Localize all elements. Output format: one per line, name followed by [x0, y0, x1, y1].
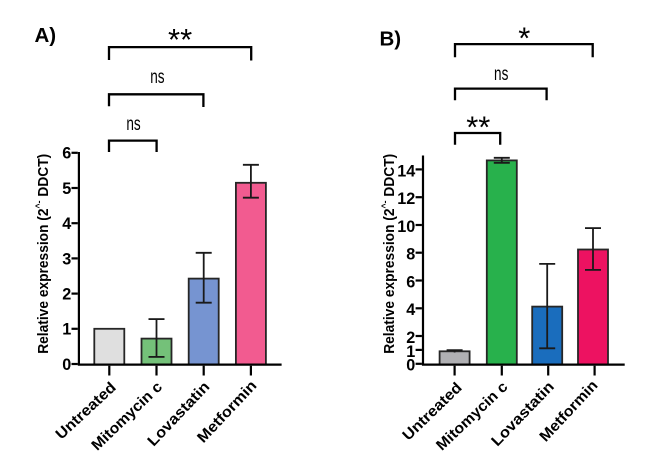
- svg-text:*: *: [518, 20, 530, 55]
- svg-text:**: **: [168, 22, 192, 57]
- svg-text:6: 6: [62, 145, 71, 163]
- svg-text:6: 6: [406, 273, 415, 291]
- svg-text:0: 0: [406, 357, 415, 375]
- svg-text:10: 10: [397, 218, 415, 236]
- svg-text:0: 0: [62, 356, 71, 374]
- svg-text:4: 4: [406, 301, 415, 319]
- svg-text:2: 2: [406, 329, 415, 347]
- svg-text:5: 5: [62, 180, 71, 198]
- svg-text:1: 1: [406, 343, 415, 361]
- svg-text:4: 4: [62, 215, 71, 233]
- svg-text:Relative expression (2^- DDCT): Relative expression (2^- DDCT): [380, 154, 398, 354]
- svg-text:ns: ns: [494, 64, 508, 85]
- svg-text:3: 3: [62, 250, 71, 268]
- svg-text:14: 14: [397, 162, 415, 180]
- svg-text:ns: ns: [150, 67, 164, 88]
- svg-text:B): B): [380, 28, 402, 51]
- svg-text:1: 1: [62, 321, 71, 339]
- svg-text:A): A): [35, 24, 57, 47]
- svg-text:12: 12: [397, 190, 415, 208]
- svg-text:8: 8: [406, 246, 415, 264]
- svg-text:2: 2: [62, 286, 71, 304]
- svg-text:Relative expression (2^- DDCT): Relative expression (2^- DDCT): [34, 154, 52, 354]
- svg-text:ns: ns: [126, 114, 140, 135]
- svg-text:**: **: [466, 110, 490, 145]
